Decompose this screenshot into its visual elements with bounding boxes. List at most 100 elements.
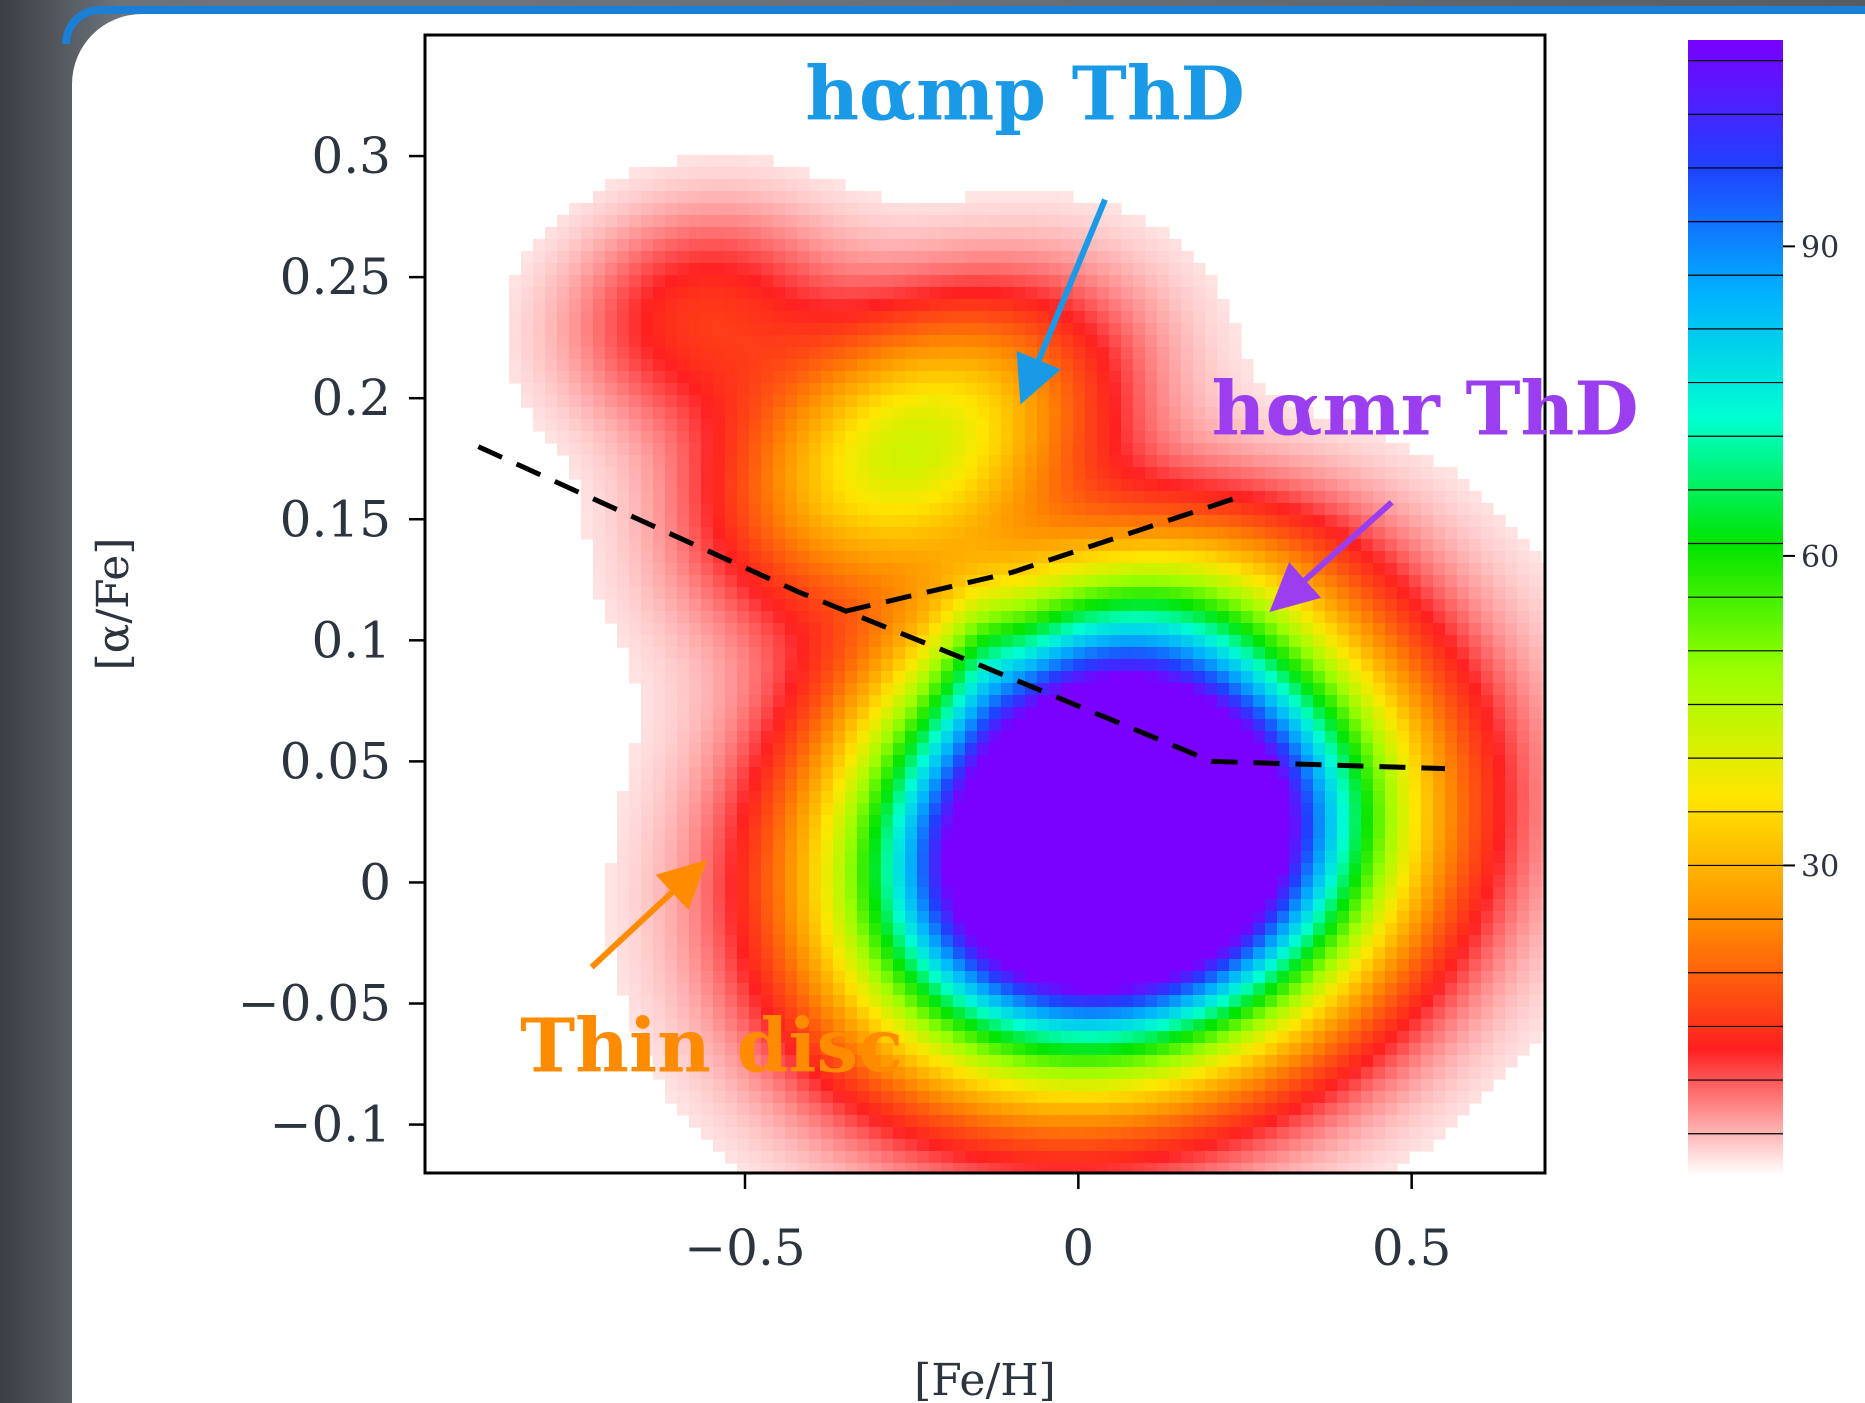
density-cell [1157, 635, 1170, 648]
density-cell [845, 335, 858, 348]
density-cell [1397, 863, 1410, 876]
density-cell [749, 503, 762, 516]
density-cell [1109, 803, 1122, 816]
density-cell [1349, 443, 1362, 456]
density-cell [953, 863, 966, 876]
density-cell [821, 791, 834, 804]
density-cell [1253, 899, 1266, 912]
density-cell [1457, 971, 1470, 984]
density-cell [713, 1007, 726, 1020]
density-cell [1109, 347, 1122, 360]
density-cell [617, 455, 630, 468]
density-cell [1541, 611, 1545, 624]
density-cell [881, 983, 894, 996]
density-cell [593, 323, 606, 336]
density-cell [677, 563, 690, 576]
density-cell [1205, 995, 1218, 1008]
density-cell [1181, 491, 1194, 504]
density-cell [701, 227, 714, 240]
density-cell [701, 167, 714, 180]
density-cell [677, 311, 690, 324]
density-cell [833, 431, 846, 444]
density-cell [1169, 659, 1182, 672]
density-cell [1385, 731, 1398, 744]
density-cell [1505, 803, 1518, 816]
density-cell [1433, 863, 1446, 876]
density-cell [1541, 923, 1545, 936]
density-cell [989, 851, 1002, 864]
density-cell [1397, 575, 1410, 588]
density-cell [617, 263, 630, 276]
density-cell [1493, 563, 1506, 576]
density-cell [797, 431, 810, 444]
density-cell [1253, 1007, 1266, 1020]
density-cell [713, 311, 726, 324]
density-cell [785, 971, 798, 984]
density-cell [1181, 827, 1194, 840]
density-cell [1313, 467, 1326, 480]
density-cell [1301, 875, 1314, 888]
density-cell [605, 239, 618, 252]
density-cell [1409, 959, 1422, 972]
density-cell [773, 1007, 786, 1020]
density-cell [761, 515, 774, 528]
density-cell [1121, 887, 1134, 900]
density-cell [665, 563, 678, 576]
density-cell [629, 539, 642, 552]
density-cell [1121, 683, 1134, 696]
density-cell [605, 479, 618, 492]
density-cell [1541, 851, 1545, 864]
density-cell [1217, 995, 1230, 1008]
density-cell [761, 455, 774, 468]
density-cell [989, 875, 1002, 888]
density-cell [521, 383, 534, 396]
density-cell [1109, 443, 1122, 456]
density-cell [1337, 887, 1350, 900]
density-cell [821, 671, 834, 684]
density-cell [929, 923, 942, 936]
density-cell [857, 539, 870, 552]
density-cell [1349, 575, 1362, 588]
density-cell [1469, 923, 1482, 936]
density-cell [1049, 251, 1062, 264]
density-cell [749, 743, 762, 756]
density-cell [989, 767, 1002, 780]
density-cell [1145, 431, 1158, 444]
density-cell [1073, 395, 1086, 408]
density-cell [785, 683, 798, 696]
density-cell [713, 767, 726, 780]
density-cell [1073, 935, 1086, 948]
density-cell [1517, 575, 1530, 588]
density-cell [665, 263, 678, 276]
density-cell [965, 383, 978, 396]
density-cell [1457, 551, 1470, 564]
density-cell [629, 467, 642, 480]
density-cell [1157, 623, 1170, 636]
density-cell [1265, 887, 1278, 900]
density-cell [1121, 515, 1134, 528]
density-cell [1301, 551, 1314, 564]
density-cell [725, 491, 738, 504]
density-cell [797, 203, 810, 216]
density-cell [917, 299, 930, 312]
density-cell [1085, 683, 1098, 696]
density-cell [917, 671, 930, 684]
density-cell [713, 227, 726, 240]
density-cell [1481, 575, 1494, 588]
density-cell [941, 395, 954, 408]
density-cell [929, 275, 942, 288]
density-cell [1337, 671, 1350, 684]
density-cell [1265, 563, 1278, 576]
density-cell [749, 179, 762, 192]
density-cell [1085, 707, 1098, 720]
density-cell [881, 863, 894, 876]
density-cell [1481, 995, 1494, 1008]
density-cell [1337, 995, 1350, 1008]
density-cell [713, 287, 726, 300]
density-cell [809, 659, 822, 672]
density-cell [881, 203, 894, 216]
density-cell [917, 239, 930, 252]
density-cell [1013, 683, 1026, 696]
density-cell [737, 443, 750, 456]
density-cell [977, 839, 990, 852]
